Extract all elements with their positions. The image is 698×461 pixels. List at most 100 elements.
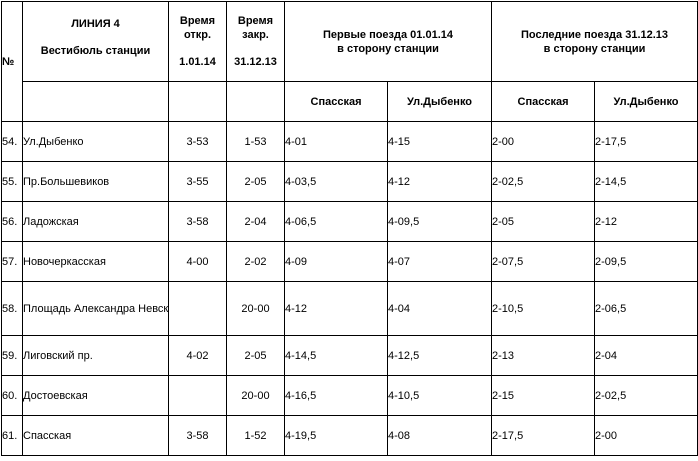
station-number: 55. bbox=[1, 161, 23, 202]
last-trains-line2: в сторону станции bbox=[543, 42, 646, 55]
first-trains-header: Первые поезда 01.01.14 в сторону станции bbox=[284, 1, 492, 82]
table-row: 55. Пр.Большевиков 3-55 2-05 4-03,5 4-12 2-02,… bbox=[1, 161, 698, 202]
first-train-dybenko: 4-15 bbox=[387, 121, 492, 162]
station-number: 59. bbox=[1, 335, 23, 376]
station-name: Новочеркасская bbox=[22, 241, 169, 282]
first-trains-line2: в сторону станции bbox=[337, 42, 439, 55]
num-header: № bbox=[1, 1, 23, 122]
first-train-spasskaya: 4-06,5 bbox=[284, 201, 388, 242]
last-train-spasskaya: 2-05 bbox=[491, 201, 595, 242]
open-label-2: откр. bbox=[183, 29, 212, 41]
last-train-spasskaya: 2-00 bbox=[491, 121, 595, 162]
table-row: 59. Лиговский пр. 4-02 2-05 4-14,5 4-12,5 2-13… bbox=[1, 335, 698, 376]
last-train-dybenko: 2-06,5 bbox=[593, 281, 698, 336]
open-time: 4-00 bbox=[168, 241, 227, 282]
line-subtitle: Вестибюль станции bbox=[40, 45, 151, 57]
station-number: 57. bbox=[1, 241, 23, 282]
close-date: 31.12.13 bbox=[234, 56, 277, 68]
first-train-spasskaya: 4-12 bbox=[284, 281, 388, 336]
last-train-spasskaya: 2-07,5 bbox=[491, 241, 595, 282]
table-row: 54. Ул.Дыбенко 3-53 1-53 4-01 4-15 2-00 2-17,5 bbox=[1, 121, 698, 162]
first-train-dybenko: 4-10,5 bbox=[387, 375, 492, 416]
last-train-spasskaya: 2-02,5 bbox=[491, 161, 595, 202]
open-time: 3-58 bbox=[168, 415, 227, 456]
last-train-spasskaya: 2-15 bbox=[491, 375, 595, 416]
station-number: 61. bbox=[1, 415, 23, 456]
last-trains-header: Последние поезда 31.12.13 в сторону стан… bbox=[490, 1, 698, 82]
timetable-body: 54. Ул.Дыбенко 3-53 1-53 4-01 4-15 2-00 2-17,5 5… bbox=[1, 121, 698, 456]
last-train-spasskaya: 2-13 bbox=[491, 335, 595, 376]
last-train-dybenko: 2-14,5 bbox=[593, 161, 698, 202]
station-number: 54. bbox=[1, 121, 23, 162]
last-train-dybenko: 2-00 bbox=[593, 415, 698, 456]
close-time: 20-00 bbox=[226, 281, 285, 336]
station-name: Лиговский пр. bbox=[22, 335, 169, 376]
close-time: 2-05 bbox=[226, 335, 285, 376]
first-dir-a-header: Спасская bbox=[284, 81, 388, 122]
table-row: 61. Спасская 3-58 1-52 4-19,5 4-08 2-17,5 2-00 bbox=[1, 415, 698, 456]
first-train-spasskaya: 4-03,5 bbox=[284, 161, 388, 202]
station-name: Ладожская bbox=[22, 201, 169, 242]
station-name: Достоевская bbox=[22, 375, 169, 416]
close-label-1: Время bbox=[237, 15, 274, 27]
open-time: 4-02 bbox=[168, 335, 227, 376]
station-name: Пр.Большевиков bbox=[22, 161, 169, 202]
station-name: Спасская bbox=[22, 415, 169, 456]
first-train-dybenko: 4-12 bbox=[387, 161, 492, 202]
close-time: 2-02 bbox=[226, 241, 285, 282]
empty-cell bbox=[168, 81, 227, 122]
table-row: 58.Площадь Александра Невского 2 20-004-1… bbox=[1, 281, 698, 336]
first-train-spasskaya: 4-14,5 bbox=[284, 335, 388, 376]
last-train-dybenko: 2-04 bbox=[593, 335, 698, 376]
table-row: 60. Достоевская 20-00 4-16,5 4-10,5 2-15 2-02,… bbox=[1, 375, 698, 416]
open-time: 3-53 bbox=[168, 121, 227, 162]
empty-cell bbox=[22, 81, 169, 122]
open-time: 3-58 bbox=[168, 201, 227, 242]
open-time: 3-55 bbox=[168, 161, 227, 202]
last-train-spasskaya: 2-10,5 bbox=[491, 281, 595, 336]
open-time bbox=[168, 375, 227, 416]
first-train-spasskaya: 4-09 bbox=[284, 241, 388, 282]
last-train-dybenko: 2-12 bbox=[593, 201, 698, 242]
last-train-spasskaya: 2-17,5 bbox=[491, 415, 595, 456]
open-label-1: Время bbox=[179, 15, 216, 27]
first-train-dybenko: 4-09,5 bbox=[387, 201, 492, 242]
empty-cell bbox=[226, 81, 285, 122]
first-train-spasskaya: 4-16,5 bbox=[284, 375, 388, 416]
close-label-2: закр. bbox=[242, 29, 269, 41]
table-row: 56. Ладожская 3-58 2-04 4-06,5 4-09,5 2-05 2-12 bbox=[1, 201, 698, 242]
first-train-dybenko: 4-08 bbox=[387, 415, 492, 456]
last-train-dybenko: 2-09,5 bbox=[593, 241, 698, 282]
first-dir-b-header: Ул.Дыбенко bbox=[387, 81, 492, 122]
first-train-spasskaya: 4-19,5 bbox=[284, 415, 388, 456]
open-time bbox=[168, 281, 227, 336]
station-number: 60. bbox=[1, 375, 23, 416]
last-dir-b-header: Ул.Дыбенко bbox=[593, 81, 698, 122]
last-dir-a-header: Спасская bbox=[491, 81, 595, 122]
close-time: 2-04 bbox=[226, 201, 285, 242]
first-train-dybenko: 4-12,5 bbox=[387, 335, 492, 376]
last-trains-line1: Последние поезда 31.12.13 bbox=[520, 28, 669, 41]
first-train-dybenko: 4-04 bbox=[387, 281, 492, 336]
station-number: 58. bbox=[1, 281, 23, 336]
close-time: 1-53 bbox=[226, 121, 285, 162]
line-title: ЛИНИЯ 4 bbox=[71, 18, 120, 30]
subheader-row: Спасская Ул.Дыбенко Спасская Ул.Дыбенко bbox=[2, 81, 698, 122]
header-row: № ЛИНИЯ 4 Вестибюль станции Время откр. … bbox=[1, 1, 698, 122]
open-time-header: Время откр. 1.01.14 bbox=[168, 1, 227, 82]
close-time: 2-05 bbox=[226, 161, 285, 202]
table-row: 57. Новочеркасская 4-00 2-02 4-09 4-07 2-07,5 2… bbox=[1, 241, 698, 282]
close-time: 20-00 bbox=[226, 375, 285, 416]
first-train-dybenko: 4-07 bbox=[387, 241, 492, 282]
close-time: 1-52 bbox=[226, 415, 285, 456]
station-name: Площадь Александра Невского 2 bbox=[22, 281, 169, 336]
station-name: Ул.Дыбенко bbox=[22, 121, 169, 162]
station-number: 56. bbox=[1, 201, 23, 242]
open-date: 1.01.14 bbox=[179, 56, 216, 68]
first-trains-line1: Первые поезда 01.01.14 bbox=[323, 28, 453, 41]
last-train-dybenko: 2-17,5 bbox=[593, 121, 698, 162]
close-time-header: Время закр. 31.12.13 bbox=[226, 1, 285, 82]
first-train-spasskaya: 4-01 bbox=[284, 121, 388, 162]
line-header: ЛИНИЯ 4 Вестибюль станции bbox=[22, 1, 169, 82]
